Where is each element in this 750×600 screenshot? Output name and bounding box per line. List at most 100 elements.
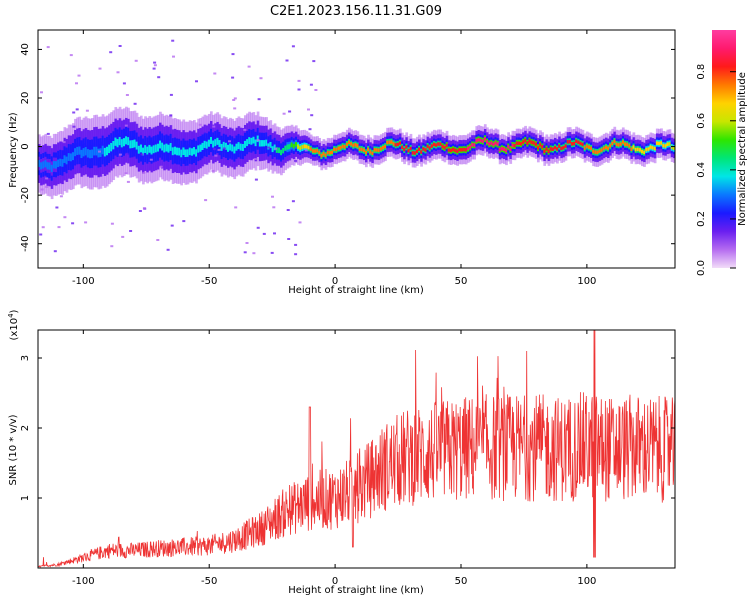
snr-x-tick-label: -100 xyxy=(72,576,95,587)
heatmap-cell xyxy=(78,146,82,155)
heatmap-cell xyxy=(97,148,101,158)
heatmap-cell xyxy=(303,144,307,149)
heatmap-cell xyxy=(50,164,54,173)
heatmap-cell xyxy=(61,159,65,167)
heatmap-cell xyxy=(129,140,133,149)
heatmap-speckle xyxy=(294,253,298,256)
heatmap-cell xyxy=(42,161,45,169)
heatmap-cell xyxy=(662,143,665,148)
heatmap-cell xyxy=(220,143,224,151)
heatmap-cell xyxy=(645,147,648,152)
heatmap-cell xyxy=(112,141,116,150)
heatmap-speckle xyxy=(172,167,176,170)
heatmap-speckle xyxy=(312,60,316,63)
heatmap-cell xyxy=(205,141,209,149)
heatmap-speckle xyxy=(243,251,247,254)
heatmap-speckle xyxy=(262,232,266,235)
heatmap-cell xyxy=(471,143,474,147)
heatmap-speckle xyxy=(272,206,276,209)
heatmap-cell xyxy=(469,145,472,149)
heatmap-speckle xyxy=(110,245,114,248)
heatmap-cell xyxy=(258,140,262,147)
heatmap-cell xyxy=(84,147,88,156)
heatmap-cell xyxy=(309,147,313,151)
heatmap-cell xyxy=(503,147,506,152)
heatmap-cell xyxy=(609,144,612,148)
heatmap-speckle xyxy=(294,159,298,162)
heatmap-speckle xyxy=(40,188,44,191)
heatmap-cell xyxy=(335,147,338,152)
heatmap-cell xyxy=(163,144,166,153)
heatmap-speckle xyxy=(55,206,59,209)
heatmap-cell xyxy=(498,147,502,152)
heatmap-cell xyxy=(558,144,561,148)
heatmap-speckle xyxy=(133,102,137,105)
heatmap-cell xyxy=(373,148,377,152)
heatmap-cell xyxy=(462,147,466,152)
heatmap-cell xyxy=(209,136,213,144)
heatmap-cell xyxy=(507,145,510,149)
heatmap-speckle xyxy=(294,243,298,246)
heatmap-cell xyxy=(460,148,464,152)
heatmap-cell xyxy=(500,146,504,151)
heatmap-cell xyxy=(142,147,145,156)
heatmap-cell xyxy=(180,149,183,158)
heatmap-cell xyxy=(643,150,646,155)
snr-y-multiplier-base: (x10 xyxy=(9,318,20,341)
spectrogram-x-tick-label: -100 xyxy=(72,276,95,287)
heatmap-speckle xyxy=(256,226,260,229)
heatmap-cell xyxy=(224,142,228,150)
heatmap-cell xyxy=(118,136,122,146)
heatmap-cell xyxy=(543,149,547,154)
heatmap-speckle xyxy=(45,177,49,180)
heatmap-cell xyxy=(76,146,79,155)
heatmap-cell xyxy=(263,140,266,147)
heatmap-cell xyxy=(549,147,553,151)
heatmap-cell xyxy=(513,143,517,148)
heatmap-speckle xyxy=(156,239,160,241)
heatmap-cell xyxy=(437,142,440,146)
heatmap-speckle xyxy=(109,51,113,54)
heatmap-cell xyxy=(483,136,487,141)
heatmap-cell xyxy=(422,147,426,151)
heatmap-cell xyxy=(401,145,404,150)
heatmap-cell xyxy=(653,146,657,151)
heatmap-cell xyxy=(594,150,598,154)
heatmap-speckle xyxy=(124,172,128,175)
heatmap-cell xyxy=(658,141,661,146)
heatmap-cell xyxy=(570,142,574,146)
heatmap-cell xyxy=(120,139,124,148)
snr-y-multiplier-close: ) xyxy=(9,309,20,313)
heatmap-speckle xyxy=(256,139,260,142)
heatmap-speckle xyxy=(138,210,142,212)
heatmap-speckle xyxy=(214,154,218,157)
heatmap-cell xyxy=(54,161,58,169)
heatmap-cell xyxy=(176,147,179,156)
heatmap-cell xyxy=(339,146,343,150)
heatmap-cell xyxy=(398,141,402,145)
heatmap-cell xyxy=(426,144,430,149)
heatmap-cell xyxy=(246,139,249,147)
heatmap-cell xyxy=(154,144,158,153)
heatmap-cell xyxy=(199,144,203,152)
heatmap-cell xyxy=(299,145,302,151)
heatmap-speckle xyxy=(212,148,216,151)
heatmap-cell xyxy=(405,145,409,149)
heatmap-cell xyxy=(466,146,470,151)
heatmap-speckle xyxy=(307,108,310,111)
heatmap-cell xyxy=(632,145,636,149)
heatmap-cell xyxy=(613,139,617,144)
heatmap-speckle xyxy=(170,224,174,227)
heatmap-cell xyxy=(545,147,549,151)
heatmap-cell xyxy=(252,136,256,144)
heatmap-cell xyxy=(596,150,600,155)
heatmap-speckle xyxy=(254,178,258,181)
heatmap-cell xyxy=(386,140,389,145)
snr-y-axis-label: SNR (10 * v/v) xyxy=(8,414,19,485)
heatmap-speckle xyxy=(125,94,129,96)
heatmap-speckle xyxy=(172,55,175,58)
heatmap-cell xyxy=(326,150,330,155)
heatmap-speckle xyxy=(72,125,76,128)
heatmap-cell xyxy=(150,146,154,155)
heatmap-cell xyxy=(294,142,298,147)
